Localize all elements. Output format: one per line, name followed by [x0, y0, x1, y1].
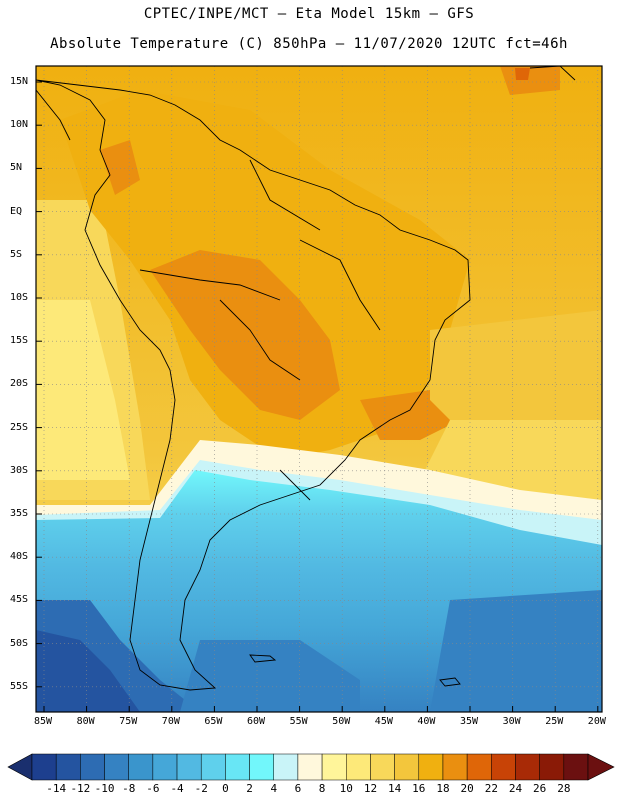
colorbar-tick-label: -12	[70, 782, 91, 795]
colorbar-swatch	[418, 753, 444, 781]
colorbar-swatch	[297, 753, 323, 781]
colorbar-tick-label: 10	[339, 782, 353, 795]
lat-label: 5N	[10, 162, 23, 174]
colorbar-tick-label: 0	[222, 782, 229, 795]
colorbar-tick-label: 22	[484, 782, 498, 795]
colorbar-tick-label: 8	[318, 782, 326, 795]
lat-label: 40S	[10, 551, 29, 563]
colorbar-swatch	[249, 753, 274, 781]
colorbar-tick-label: -2	[194, 782, 208, 795]
lon-label: 80W	[76, 716, 95, 727]
lat-label: 50S	[10, 637, 29, 649]
colorbar-swatch	[539, 753, 565, 781]
colorbar-swatch	[176, 753, 202, 781]
colorbar-tick-label: 28	[557, 782, 571, 795]
colorbar-swatch	[563, 753, 589, 781]
colorbar	[7, 753, 615, 781]
colorbar-swatch	[321, 753, 347, 781]
colorbar-tick-label: 14	[388, 782, 402, 795]
colorbar-tick-label: -6	[146, 782, 160, 795]
colorbar-tick-label: 4	[270, 782, 278, 795]
lat-label: 15S	[10, 335, 29, 347]
colorbar-swatch	[370, 753, 395, 781]
colorbar-tick-label: -14	[46, 782, 67, 795]
lat-label: 20S	[10, 378, 29, 390]
lat-label: 45S	[10, 594, 29, 606]
colorbar-swatch	[80, 753, 105, 781]
colorbar-tick-label: 12	[363, 782, 378, 795]
lon-label: 85W	[34, 716, 53, 727]
colorbar-swatch	[225, 753, 250, 781]
colorbar-swatch	[515, 753, 540, 781]
lon-label: 30W	[502, 716, 521, 727]
lat-label: 15N	[10, 76, 29, 87]
axis-ticks	[36, 81, 599, 712]
lat-label: 5S	[10, 248, 23, 260]
colorbar-swatch	[31, 753, 57, 781]
colorbar-swatch	[104, 753, 129, 781]
lat-label: 10N	[10, 119, 29, 131]
colorbar-swatch	[55, 753, 81, 781]
colorbar-tick-label: 2	[246, 782, 253, 795]
map-subtitle: Absolute Temperature (C) 850hPa – 11/07/…	[50, 36, 568, 52]
colorbar-tick-label: 24	[508, 782, 523, 795]
colorbar-tick-label: -8	[122, 782, 136, 795]
colorbar-tick-label: 18	[436, 782, 450, 795]
colorbar-swatch	[273, 753, 299, 781]
colorbar-swatch	[466, 753, 492, 781]
lon-label: 55W	[289, 716, 308, 727]
lon-label: 75W	[119, 716, 138, 727]
lon-label: 65W	[204, 716, 223, 727]
lon-label: 50W	[332, 716, 351, 727]
temperature-field	[36, 66, 602, 712]
lat-label: EQ	[10, 205, 23, 217]
colorbar-max-arrow	[587, 753, 615, 781]
lon-label: 25W	[545, 716, 564, 727]
lat-label: 55S	[10, 680, 29, 692]
lon-label: 40W	[417, 716, 436, 727]
colorbar-tick-label: 20	[460, 782, 474, 795]
lon-label: 35W	[460, 716, 479, 727]
coastlines	[36, 66, 576, 691]
colorbar-tick-label: -10	[94, 782, 115, 795]
lat-label: 25S	[10, 421, 29, 433]
colorbar-tick-label: 26	[533, 782, 547, 795]
colorbar-min-arrow	[7, 753, 33, 781]
colorbar-swatch	[152, 753, 178, 781]
colorbar-swatch	[394, 753, 420, 781]
colorbar-swatch	[346, 753, 371, 781]
colorbar-swatch	[491, 753, 516, 781]
map-title: CPTEC/INPE/MCT – Eta Model 15km – GFS	[143, 6, 475, 22]
plot-frame	[35, 65, 603, 713]
lon-label: 60W	[247, 716, 266, 727]
colorbar-tick-label: 6	[294, 782, 302, 795]
lat-label: 35S	[10, 508, 29, 519]
colorbar-tick-label: 16	[412, 782, 426, 795]
lon-label: 70W	[161, 716, 180, 727]
colorbar-tick-label: -4	[170, 782, 184, 795]
colorbar-swatch	[128, 753, 154, 781]
lat-label: 10S	[10, 292, 29, 303]
lon-label: 45W	[374, 716, 393, 727]
colorbar-swatch	[200, 753, 226, 781]
lon-label: 20W	[587, 716, 606, 727]
colorbar-swatch	[442, 753, 468, 781]
lat-label: 30S	[10, 464, 29, 476]
